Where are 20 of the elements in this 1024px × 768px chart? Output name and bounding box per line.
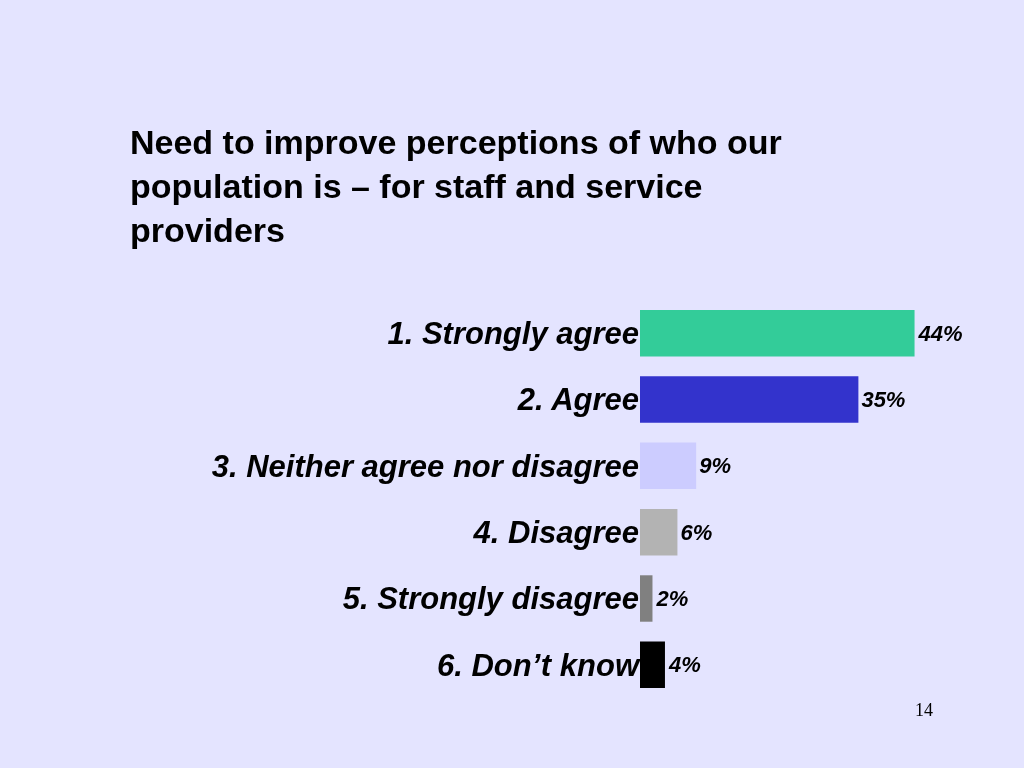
text: 14 — [915, 700, 933, 720]
y-tick-label: 6. Don’t know — [436, 647, 641, 683]
y-tick-label: 5. Strongly disagree — [342, 581, 639, 617]
bar — [640, 575, 653, 622]
bar — [640, 641, 665, 689]
data-label: 9% — [699, 453, 731, 479]
data-label: 6% — [680, 519, 713, 545]
y-tick-label: 2. Agree — [516, 382, 639, 418]
y-tick-label: 4. Disagree — [472, 515, 639, 551]
bar — [640, 309, 915, 357]
data-label: 2% — [655, 586, 689, 611]
chart-title: Need to improve perceptions of who our population is – for staff and service providers — [130, 122, 782, 249]
bar — [640, 508, 678, 556]
data-label: 4% — [667, 652, 701, 678]
y-tick-label: 3. Neither agree nor disagree — [211, 448, 639, 484]
bar — [640, 376, 859, 423]
y-tick-label: 1. Strongly agree — [387, 316, 639, 352]
bar — [640, 442, 697, 490]
data-label: 35% — [861, 387, 906, 412]
data-label: 44% — [917, 320, 963, 346]
